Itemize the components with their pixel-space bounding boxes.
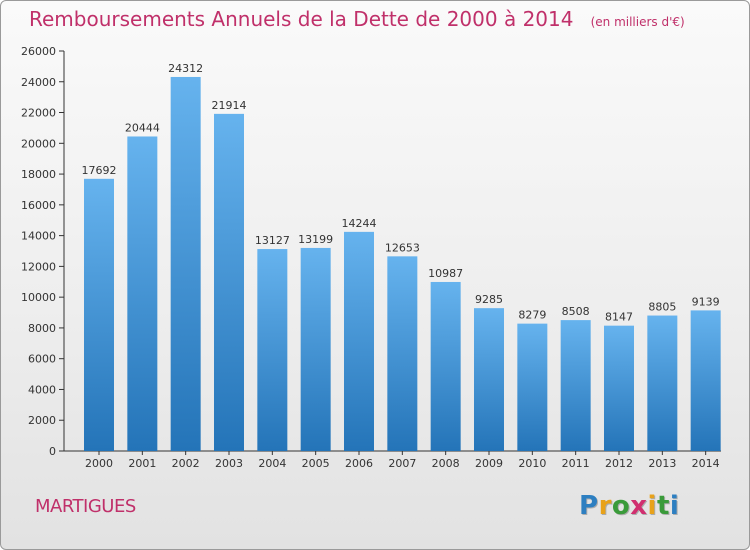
x-tick-label: 2009	[475, 457, 503, 470]
y-tick-label: 4000	[28, 383, 56, 396]
y-tick-label: 6000	[28, 353, 56, 366]
y-tick-label: 20000	[21, 137, 56, 150]
x-tick-label: 2005	[302, 457, 330, 470]
x-tick-label: 2000	[85, 457, 113, 470]
x-axis: 2000 2001 2002 2003 2004 2005 2006 2007 2008 2009…	[64, 450, 721, 470]
y-tick-label: 24000	[21, 76, 56, 89]
bar-value-label: 8147	[605, 311, 633, 324]
logo-letter: i	[669, 491, 680, 521]
y-tick-label: 14000	[21, 230, 56, 243]
bar-value-label: 20444	[125, 121, 160, 134]
bar	[127, 136, 158, 451]
bar-series: 17692 20444 24312 21914 13127 13199 14244 12653…	[82, 62, 721, 452]
logo-letter: P	[579, 491, 599, 521]
logo-letter: x	[630, 491, 648, 521]
bar	[604, 325, 634, 451]
bar	[344, 231, 374, 451]
bar	[560, 320, 591, 451]
x-tick-label: 2012	[605, 457, 633, 470]
bar-value-label: 12653	[385, 241, 420, 254]
x-tick-label: 2013	[648, 457, 676, 470]
y-tick-label: 2000	[28, 414, 56, 427]
bar	[647, 315, 678, 451]
bar-value-label: 8508	[562, 305, 590, 318]
y-tick-label: 22000	[21, 107, 56, 120]
x-tick-label: 2002	[172, 457, 200, 470]
bar-value-label: 9285	[475, 293, 503, 306]
x-tick-label: 2011	[562, 457, 590, 470]
logo-letter: o	[611, 491, 631, 521]
y-tick-label: 26000	[21, 45, 56, 58]
y-tick-label: 8000	[28, 322, 56, 335]
bar	[517, 323, 548, 451]
bar-value-label: 9139	[692, 295, 720, 308]
bar	[170, 76, 201, 451]
y-tick-label: 0	[49, 445, 56, 458]
x-tick-label: 2008	[432, 457, 460, 470]
bar	[474, 308, 504, 451]
bar-value-label: 13199	[298, 233, 333, 246]
bar	[690, 310, 721, 451]
x-tick-label: 2003	[215, 457, 243, 470]
logo-letter: i	[647, 491, 657, 521]
logo-letter: r	[598, 491, 612, 521]
y-tick-label: 12000	[21, 260, 56, 273]
bar	[430, 281, 461, 451]
y-tick-label: 18000	[21, 168, 56, 181]
bar-value-label: 8279	[518, 309, 546, 322]
bar	[300, 247, 331, 451]
y-axis: 0 2000 4000 6000 8000 10000 12000 14000 16000 180…	[21, 45, 65, 458]
x-tick-label: 2014	[692, 457, 720, 470]
bar	[257, 249, 288, 451]
bar-value-label: 24312	[168, 62, 203, 75]
bar-value-label: 14244	[342, 217, 377, 230]
x-tick-label: 2001	[128, 457, 156, 470]
bar-value-label: 13127	[255, 234, 290, 247]
bar	[84, 178, 114, 452]
bar-value-label: 10987	[428, 267, 463, 280]
y-tick-label: 16000	[21, 199, 56, 212]
y-tick-label: 10000	[21, 291, 56, 304]
bar-value-label: 8805	[648, 301, 676, 314]
bar-value-label: 17692	[82, 164, 117, 177]
commune-name: MARTIGUES	[35, 496, 136, 517]
bar	[214, 113, 244, 451]
bar-value-label: 21914	[212, 99, 247, 112]
bar	[387, 256, 418, 451]
chart-unit: (en milliers d'€)	[590, 15, 685, 29]
x-tick-label: 2007	[388, 457, 416, 470]
x-tick-label: 2010	[518, 457, 546, 470]
logo-letter: t	[656, 491, 670, 521]
x-tick-label: 2004	[258, 457, 286, 470]
chart-title: Remboursements Annuels de la Dette de 20…	[29, 7, 574, 31]
x-tick-label: 2006	[345, 457, 373, 470]
proxiti-logo: Proxiti	[579, 491, 679, 521]
chart-title-block: Remboursements Annuels de la Dette de 20…	[29, 7, 685, 31]
